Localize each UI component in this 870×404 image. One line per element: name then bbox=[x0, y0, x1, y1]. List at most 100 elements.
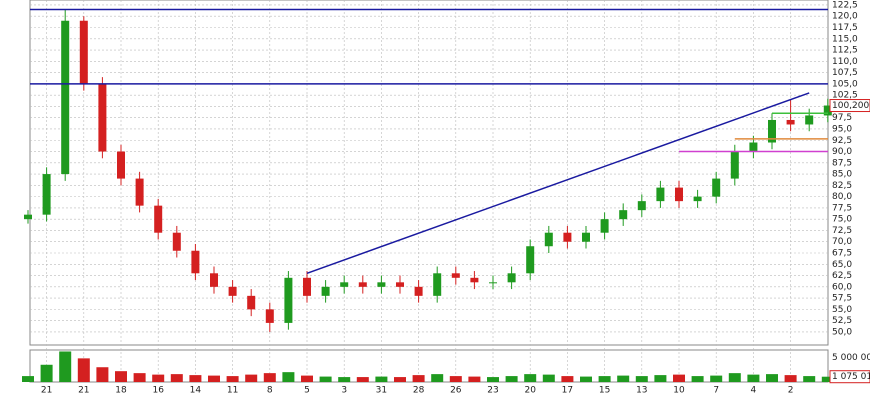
y-tick-label: 70,0 bbox=[832, 237, 852, 247]
candle-body bbox=[265, 309, 274, 323]
x-tick-label: 17 bbox=[562, 386, 573, 396]
y-tick-label: 92,5 bbox=[832, 136, 852, 146]
candle-body bbox=[489, 282, 497, 284]
y-tick-label: 115,0 bbox=[832, 34, 858, 44]
x-tick-label: 23 bbox=[487, 386, 498, 396]
candle-body bbox=[117, 151, 125, 179]
volume-bar bbox=[59, 351, 72, 382]
volume-bar bbox=[784, 375, 797, 382]
volume-bar bbox=[431, 374, 444, 382]
candle-body bbox=[98, 83, 107, 152]
volume-bar bbox=[22, 376, 34, 382]
last-price-box bbox=[829, 99, 870, 113]
volume-bar bbox=[245, 374, 258, 382]
candle-body bbox=[228, 286, 237, 296]
candle-body bbox=[396, 282, 404, 287]
volume-bar bbox=[468, 376, 481, 382]
volume-bar bbox=[524, 374, 537, 382]
volume-bar bbox=[728, 373, 741, 382]
volume-bar bbox=[635, 376, 648, 382]
volume-bar bbox=[133, 373, 146, 382]
x-tick-label: 15 bbox=[599, 386, 610, 396]
x-tick-label: 20 bbox=[524, 386, 536, 396]
volume-bar bbox=[77, 358, 90, 382]
volume-bar bbox=[394, 377, 406, 382]
y-tick-label: 55,0 bbox=[832, 305, 852, 315]
volume-bar bbox=[487, 377, 499, 382]
volume-bar bbox=[561, 376, 574, 382]
y-tick-label: 105,0 bbox=[832, 79, 858, 89]
candle-body bbox=[451, 273, 460, 278]
y-tick-label: 95,0 bbox=[832, 124, 852, 134]
candle-body bbox=[823, 105, 832, 116]
candle-body bbox=[42, 174, 51, 215]
y-tick-label: 102,5 bbox=[832, 91, 858, 101]
candle-body bbox=[340, 282, 349, 287]
candle-body bbox=[470, 277, 479, 283]
candle-body bbox=[637, 201, 646, 211]
volume-bar bbox=[766, 374, 778, 382]
y-tick-label: 87,5 bbox=[832, 158, 852, 168]
candle-body bbox=[24, 214, 32, 220]
y-tick-label: 80,0 bbox=[832, 192, 852, 202]
y-tick-label: 122,5 bbox=[832, 0, 858, 10]
candle-body bbox=[619, 210, 628, 220]
volume-bar bbox=[654, 375, 667, 382]
y-tick-label: 77,5 bbox=[832, 203, 852, 213]
candle-body bbox=[749, 142, 758, 152]
x-tick-label: 31 bbox=[376, 386, 387, 396]
volume-bar bbox=[338, 377, 351, 382]
volume-bar bbox=[412, 375, 425, 382]
candle-body bbox=[526, 246, 535, 274]
volume-bar bbox=[189, 375, 202, 382]
volume-tick-label: 5 000 000 bbox=[832, 353, 870, 363]
x-tick-label: 7 bbox=[713, 386, 719, 396]
y-tick-label: 117,5 bbox=[832, 23, 858, 33]
y-tick-label: 50,0 bbox=[832, 327, 852, 337]
volume-bar bbox=[170, 374, 183, 382]
candle-body bbox=[79, 20, 88, 84]
candle-body bbox=[61, 20, 70, 175]
candle-body bbox=[377, 282, 386, 287]
volume-bar bbox=[356, 377, 369, 382]
y-tick-label: 60,0 bbox=[832, 282, 852, 292]
candle-body bbox=[321, 286, 330, 296]
y-tick-label: 52,5 bbox=[832, 316, 852, 326]
volume-bar bbox=[115, 371, 127, 382]
x-tick-label: 26 bbox=[450, 386, 462, 396]
candle-body bbox=[786, 119, 795, 125]
candle-body bbox=[656, 187, 665, 202]
volume-bar bbox=[710, 375, 723, 382]
volume-bar bbox=[673, 374, 685, 382]
x-tick-label: 28 bbox=[413, 386, 425, 396]
candle-body bbox=[768, 119, 776, 143]
candle-body bbox=[247, 295, 256, 310]
volume-bar bbox=[301, 375, 313, 382]
last-volume-box bbox=[829, 370, 870, 384]
y-tick-label: 110,0 bbox=[832, 57, 858, 67]
candle-body bbox=[414, 286, 423, 296]
candle-body bbox=[358, 282, 367, 287]
volume-bar bbox=[747, 374, 760, 382]
candle-body bbox=[303, 277, 311, 296]
volume-bar bbox=[152, 374, 165, 382]
candle-body bbox=[284, 277, 293, 323]
y-tick-label: 72,5 bbox=[832, 226, 852, 236]
volume-bar bbox=[691, 376, 704, 382]
candle-body bbox=[712, 178, 721, 197]
candle-body bbox=[191, 250, 200, 274]
x-tick-label: 14 bbox=[190, 386, 202, 396]
last-volume-label: 1 075 011 bbox=[832, 372, 870, 382]
trend-line bbox=[306, 92, 810, 274]
y-tick-label: 65,0 bbox=[832, 260, 852, 270]
volume-bar bbox=[208, 375, 220, 382]
candle-body bbox=[693, 196, 702, 202]
volume-bar bbox=[375, 376, 388, 382]
volume-bar bbox=[282, 372, 295, 382]
volume-bar bbox=[542, 374, 555, 382]
volume-panel bbox=[29, 349, 829, 383]
x-tick-label: 16 bbox=[152, 386, 164, 396]
y-tick-label: 67,5 bbox=[832, 249, 852, 259]
